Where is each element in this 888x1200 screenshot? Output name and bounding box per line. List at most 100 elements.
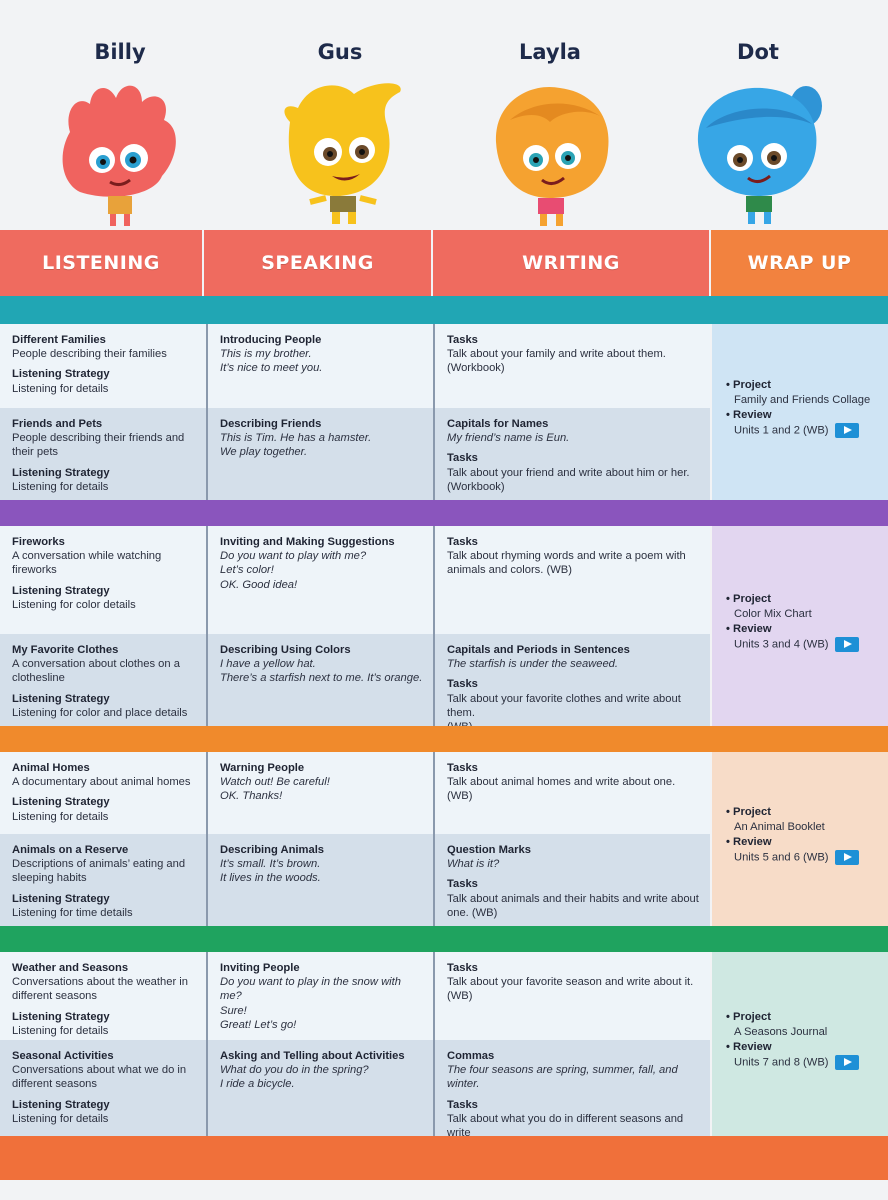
writing-cell: Question Marks What is it? Tasks Talk about…	[435, 834, 710, 926]
cell-heading: Tasks	[447, 762, 478, 774]
writing-cell: Tasks Talk about your favorite season and…	[435, 952, 710, 1040]
cell-heading: Animals on a Reserve	[12, 844, 129, 856]
cell-heading: Tasks	[447, 878, 478, 891]
cell-text: Watch out! Be careful!	[220, 776, 330, 789]
project-name: A Seasons Journal	[734, 1026, 828, 1038]
bottom-band	[0, 1136, 888, 1180]
speaking-cell: Describing Animals It’s small. It’s brown…	[208, 834, 433, 926]
bullet: •	[726, 836, 734, 848]
bullet: •	[726, 379, 734, 391]
cell-text: A conversation about clothes on a	[12, 658, 180, 671]
video-play-icon[interactable]	[834, 850, 859, 865]
cell-heading: Listening Strategy	[12, 692, 110, 705]
writing-cell: Commas The four seasons are spring, summe…	[435, 1040, 710, 1153]
cell-text: This is my brother.	[220, 348, 312, 361]
unit-band	[0, 500, 888, 526]
cell-heading: Capitals for Names	[447, 418, 549, 430]
column-separator	[206, 526, 208, 726]
review-label: Review	[733, 623, 772, 635]
character-dot: Dot	[668, 40, 848, 230]
speaking-cell: Introducing People This is my brother. It’…	[208, 324, 433, 408]
cell-heading: Tasks	[447, 452, 478, 465]
bullet: •	[726, 806, 734, 818]
video-play-icon[interactable]	[834, 423, 859, 438]
cell-text: Talk about animals and their habits and …	[447, 892, 699, 905]
cell-text: Sure!	[220, 1004, 247, 1017]
cell-text: (Workbook)	[447, 480, 505, 493]
cell-text: Conversations about what we do in	[12, 1064, 187, 1077]
cell-text: Listening for details	[12, 1112, 109, 1125]
cell-text: OK. Good idea!	[220, 578, 298, 591]
column-separator	[433, 752, 435, 926]
character-layla: Layla	[460, 40, 640, 230]
review-label: Review	[733, 409, 772, 421]
cell-heading: Animal Homes	[12, 762, 90, 774]
listening-cell: Fireworks A conversation while watching fi…	[0, 526, 206, 634]
speaking-cell: Describing Using Colors I have a yellow h…	[208, 634, 433, 726]
wrap-up-cell: • Project Family and Friends Collage • Rev…	[712, 324, 888, 500]
writing-cell: Capitals and Periods in Sentences The sta…	[435, 634, 710, 733]
cell-text: different seasons	[12, 990, 97, 1003]
cell-heading: Listening Strategy	[12, 1098, 110, 1111]
header-listening: LISTENING	[0, 230, 202, 296]
character-gus: Gus	[250, 40, 430, 230]
cell-heading: Capitals and Periods in Sentences	[447, 644, 630, 656]
unit-band	[0, 926, 888, 952]
cell-text: We play together.	[220, 446, 308, 459]
character-billy: Billy	[30, 40, 210, 230]
review-units: Units 3 and 4 (WB)	[734, 638, 829, 651]
project-label: Project	[733, 806, 771, 818]
listening-cell: Seasonal Activities Conversations about w…	[0, 1040, 206, 1136]
cell-text: their pets	[12, 446, 59, 459]
cell-text: Great! Let’s go!	[220, 1018, 297, 1031]
cell-heading: Tasks	[447, 334, 478, 346]
cell-text: Do you want to play with me?	[220, 550, 367, 563]
cell-heading: Inviting People	[220, 962, 300, 974]
character-name: Dot	[737, 40, 779, 64]
column-separator	[433, 952, 435, 1136]
cell-heading: Listening Strategy	[12, 892, 110, 905]
listening-cell: My Favorite Clothes A conversation about …	[0, 634, 206, 726]
review-units: Units 5 and 6 (WB)	[734, 851, 829, 864]
column-separator	[433, 324, 435, 500]
layla-illustration	[495, 86, 609, 226]
cell-text: (WB)	[447, 990, 473, 1003]
cell-heading: Describing Using Colors	[220, 644, 351, 656]
speaking-cell: Describing Friends This is Tim. He has a …	[208, 408, 433, 500]
cell-text: Talk about your favorite season and writ…	[447, 976, 694, 989]
cell-text: Listening for color details	[12, 598, 136, 611]
unit-band	[0, 296, 888, 324]
review-units: Units 7 and 8 (WB)	[734, 1056, 829, 1069]
cell-text: I have a yellow hat.	[220, 658, 316, 671]
cell-text: Do you want to play in the snow with me?	[220, 976, 401, 1003]
cell-text: My friend’s name is Eun.	[447, 432, 570, 445]
project-name: An Animal Booklet	[734, 821, 825, 833]
cell-text: Talk about rhyming words and write a poe…	[447, 550, 686, 563]
writing-cell: Tasks Talk about rhyming words and write …	[435, 526, 710, 634]
listening-cell: Friends and Pets People describing their …	[0, 408, 206, 500]
writing-cell: Capitals for Names My friend’s name is Eu…	[435, 408, 710, 500]
cell-heading: Listening Strategy	[12, 1010, 110, 1023]
cell-heading: Tasks	[447, 962, 478, 974]
bullet: •	[726, 409, 734, 421]
column-separator	[206, 752, 208, 926]
cell-text: What is it?	[447, 858, 500, 871]
header-speaking: SPEAKING	[204, 230, 431, 296]
cell-text: Descriptions of animals’ eating and	[12, 858, 186, 871]
dot-illustration	[697, 86, 822, 224]
cell-heading: Listening Strategy	[12, 796, 110, 809]
video-play-icon[interactable]	[834, 1055, 859, 1070]
cell-text: Listening for details	[12, 810, 109, 823]
cell-text: Listening for time details	[12, 906, 133, 919]
writing-cell: Tasks Talk about your family and write ab…	[435, 324, 710, 408]
cell-text: This is Tim. He has a hamster.	[220, 432, 372, 445]
cell-heading: Friends and Pets	[12, 418, 103, 430]
speaking-cell: Inviting and Making Suggestions Do you wa…	[208, 526, 433, 634]
cell-text: Listening for color and place details	[12, 706, 188, 719]
video-play-icon[interactable]	[834, 637, 859, 652]
wrap-up-cell: • Project Color Mix Chart • Review Units 3 …	[712, 526, 888, 726]
cell-text: different seasons	[12, 1078, 97, 1091]
listening-cell: Animals on a Reserve Descriptions of anim…	[0, 834, 206, 926]
cell-text: A documentary about animal homes	[12, 776, 191, 789]
